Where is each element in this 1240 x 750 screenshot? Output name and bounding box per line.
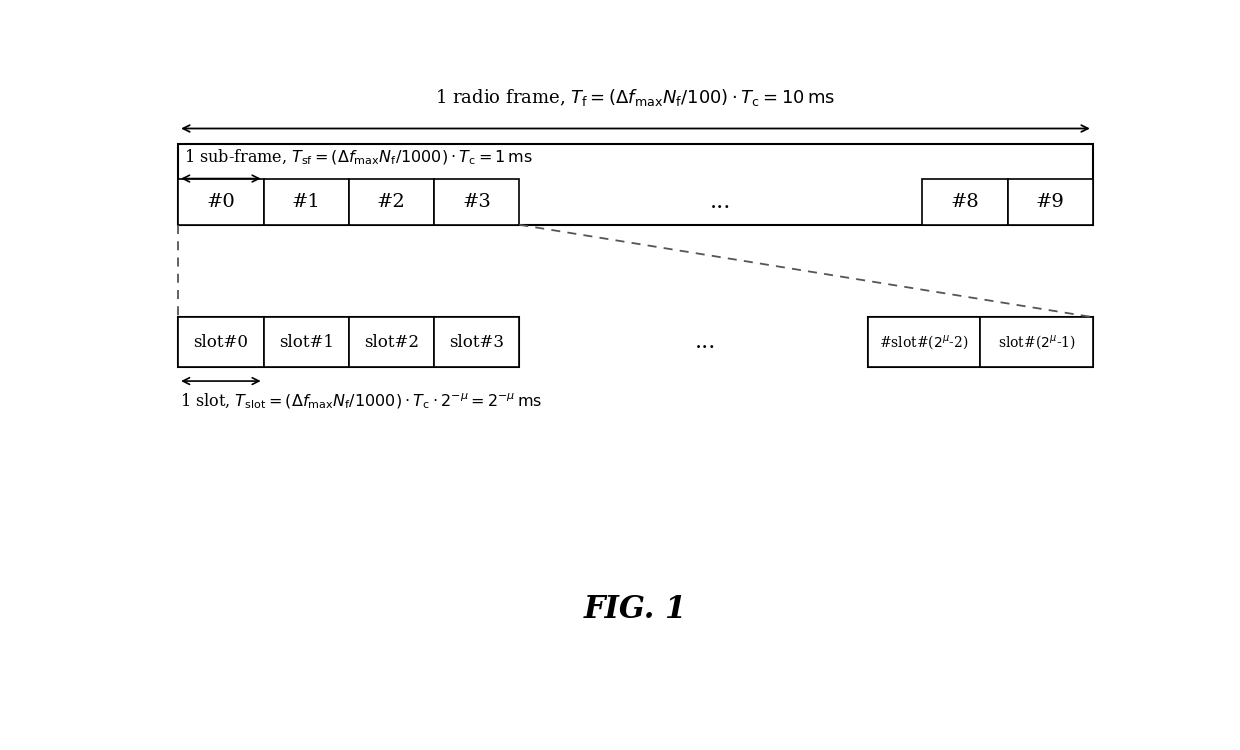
Text: 1 slot, $T_{\mathrm{slot}}=(\Delta f_{\max}N_{\mathrm{f}}/1000)\cdot T_{\mathrm{: 1 slot, $T_{\mathrm{slot}}=(\Delta f_{\m… — [180, 392, 542, 411]
Text: ...: ... — [711, 190, 732, 213]
Bar — [348, 178, 434, 225]
Text: slot#3: slot#3 — [449, 334, 505, 351]
Text: slot#1: slot#1 — [279, 334, 334, 351]
Text: #8: #8 — [951, 193, 980, 211]
Text: 1 sub-frame, $T_{\mathrm{sf}}=(\Delta f_{\max}N_{\mathrm{f}}/1000)\cdot T_{\math: 1 sub-frame, $T_{\mathrm{sf}}=(\Delta f_… — [185, 148, 533, 167]
Text: ...: ... — [694, 332, 715, 353]
Text: slot#($2^{\mu}$-1): slot#($2^{\mu}$-1) — [998, 333, 1075, 351]
Bar — [923, 178, 1007, 225]
Text: #9: #9 — [1035, 193, 1065, 211]
Text: #0: #0 — [207, 193, 236, 211]
Text: #2: #2 — [377, 193, 405, 211]
Text: #slot#($2^{\mu}$-2): #slot#($2^{\mu}$-2) — [879, 333, 968, 351]
Bar — [348, 317, 434, 368]
Bar — [263, 178, 348, 225]
Bar — [868, 317, 1092, 368]
Text: slot#2: slot#2 — [363, 334, 419, 351]
Bar — [179, 178, 263, 225]
Text: #1: #1 — [291, 193, 320, 211]
Text: 1 radio frame, $T_{\mathrm{f}}=(\Delta f_{\max}N_{\mathrm{f}}/100)\cdot T_{\math: 1 radio frame, $T_{\mathrm{f}}=(\Delta f… — [435, 87, 836, 108]
Text: FIG. 1: FIG. 1 — [584, 594, 687, 626]
Bar — [179, 317, 263, 368]
Text: #3: #3 — [463, 193, 491, 211]
Bar — [868, 317, 981, 368]
Text: slot#0: slot#0 — [193, 334, 248, 351]
Bar — [434, 178, 520, 225]
Bar — [1007, 178, 1092, 225]
Bar — [434, 317, 520, 368]
Bar — [981, 317, 1092, 368]
Bar — [263, 317, 348, 368]
Bar — [179, 317, 520, 368]
Bar — [179, 144, 1092, 225]
